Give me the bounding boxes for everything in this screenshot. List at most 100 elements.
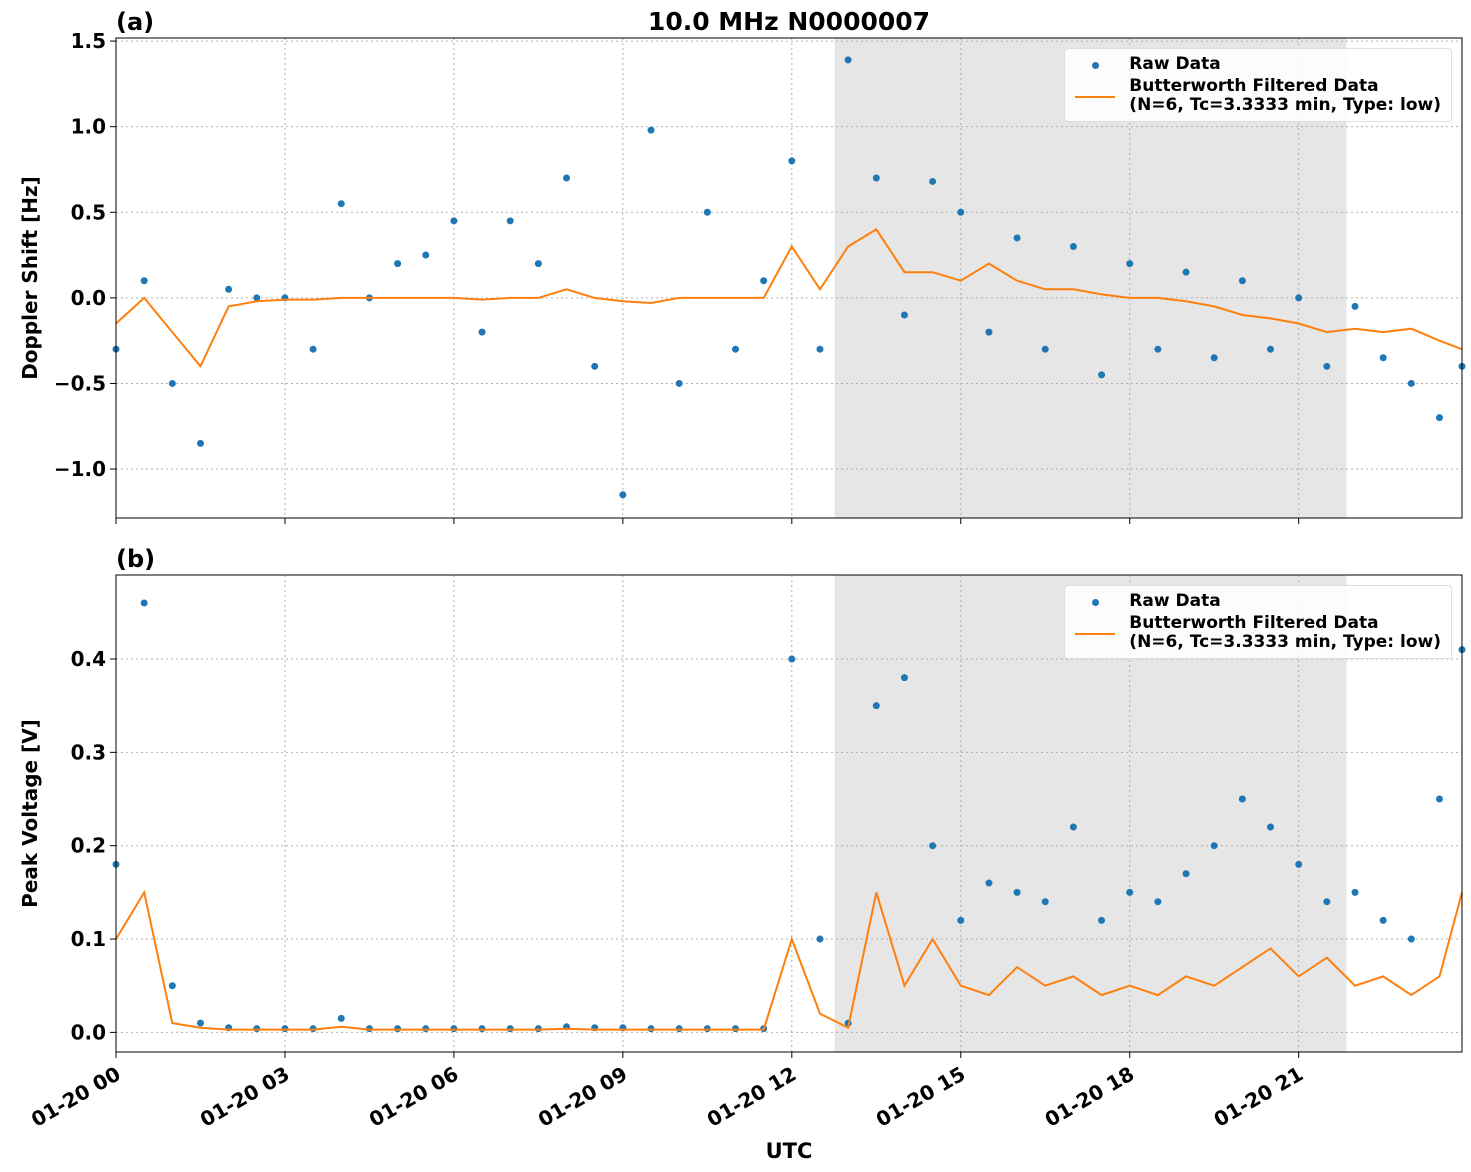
raw-point [1126, 888, 1134, 896]
legend-entry: Butterworth Filtered Data (N=6, Tc=3.333… [1075, 614, 1441, 652]
raw-point [337, 200, 345, 208]
panel-label: (a) [116, 8, 154, 36]
raw-point [1126, 260, 1134, 268]
raw-point [225, 285, 233, 293]
axes-frame [115, 574, 1463, 1053]
raw-point [422, 251, 430, 259]
raw-point [675, 379, 683, 387]
raw-point [1435, 795, 1443, 803]
raw-point [900, 311, 908, 319]
raw-point [1238, 795, 1246, 803]
raw-point [1154, 345, 1162, 353]
x-tick-label: 01-20 09 [534, 1062, 632, 1132]
y-tick-label: 0.0 [71, 1020, 106, 1044]
raw-point [957, 208, 965, 216]
x-tick-label: 01-20 21 [1210, 1062, 1308, 1132]
y-tick-label: 1.5 [71, 29, 106, 53]
raw-point [591, 362, 599, 370]
raw-point [1013, 234, 1021, 242]
raw-point [1267, 823, 1275, 831]
raw-point [1210, 842, 1218, 850]
legend-label: Butterworth Filtered Data (N=6, Tc=3.333… [1129, 613, 1441, 652]
raw-point [1238, 277, 1246, 285]
legend-entry: Butterworth Filtered Data (N=6, Tc=3.333… [1075, 77, 1441, 115]
raw-point [1407, 935, 1415, 943]
raw-point [1407, 379, 1415, 387]
raw-point [731, 345, 739, 353]
raw-point [1041, 898, 1049, 906]
raw-point [1351, 302, 1359, 310]
raw-point [788, 655, 796, 663]
raw-point [929, 177, 937, 185]
x-tick-label: 01-20 06 [365, 1062, 463, 1132]
raw-point [450, 217, 458, 225]
x-axis-label: UTC [766, 1139, 813, 1163]
raw-point [1098, 916, 1106, 924]
raw-point [985, 328, 993, 336]
raw-point [337, 1014, 345, 1022]
y-tick-label: 0.4 [71, 647, 106, 671]
raw-point [1182, 268, 1190, 276]
y-tick-label: −0.5 [54, 371, 106, 395]
raw-point [872, 174, 880, 182]
raw-point [1013, 888, 1021, 896]
legend-label: Raw Data [1129, 591, 1221, 611]
raw-point [1210, 354, 1218, 362]
raw-point [1435, 414, 1443, 422]
raw-point [1323, 898, 1331, 906]
raw-point [309, 345, 317, 353]
raw-point [478, 328, 486, 336]
chart-title: 10.0 MHz N0000007 [648, 7, 930, 36]
legend-symbol [1075, 77, 1116, 98]
raw-point [140, 277, 148, 285]
y-axis-label: Doppler Shift [Hz] [18, 176, 42, 380]
raw-point [1267, 345, 1275, 353]
raw-point [816, 345, 824, 353]
axes-frame [115, 37, 1463, 519]
raw-point [140, 599, 148, 607]
raw-point [1182, 870, 1190, 878]
raw-point [619, 491, 627, 499]
x-tick-label: 01-20 12 [703, 1062, 801, 1132]
legend-label: Butterworth Filtered Data (N=6, Tc=3.333… [1129, 76, 1441, 115]
legend: Raw Data Butterworth Filtered Data (N=6, … [1064, 585, 1452, 659]
raw-point [1351, 888, 1359, 896]
raw-point [929, 842, 937, 850]
x-tick-label: 01-20 15 [872, 1062, 970, 1132]
raw-point [647, 126, 655, 134]
y-axis-label: Peak Voltage [V] [18, 719, 42, 908]
raw-point [253, 294, 261, 302]
x-tick-label: 01-20 00 [27, 1062, 125, 1132]
raw-point [1379, 354, 1387, 362]
raw-point [816, 935, 824, 943]
raw-point [1379, 916, 1387, 924]
raw-point [1323, 362, 1331, 370]
raw-point [985, 879, 993, 887]
raw-point [1098, 371, 1106, 379]
raw-point [168, 379, 176, 387]
panel-label: (b) [116, 545, 155, 573]
raw-point [196, 439, 204, 447]
raw-point [196, 1019, 204, 1027]
y-tick-label: 0.1 [71, 927, 106, 951]
raw-point [788, 157, 796, 165]
legend-symbol [1075, 592, 1115, 612]
raw-point [844, 56, 852, 64]
raw-point [872, 702, 880, 710]
y-tick-label: 1.0 [71, 115, 106, 139]
filtered-line [115, 228, 1463, 369]
legend-label: Raw Data [1129, 54, 1221, 74]
legend-entry: Raw Data [1075, 592, 1441, 612]
legend: Raw Data Butterworth Filtered Data (N=6, … [1064, 48, 1452, 122]
raw-point [1295, 860, 1303, 868]
raw-point [957, 916, 965, 924]
raw-point [1069, 243, 1077, 251]
filtered-line [115, 889, 1463, 1031]
raw-point [563, 174, 571, 182]
raw-point [760, 277, 768, 285]
y-tick-label: 0.0 [71, 286, 106, 310]
raw-point [900, 674, 908, 682]
y-tick-label: 0.2 [71, 834, 106, 858]
raw-point [703, 208, 711, 216]
